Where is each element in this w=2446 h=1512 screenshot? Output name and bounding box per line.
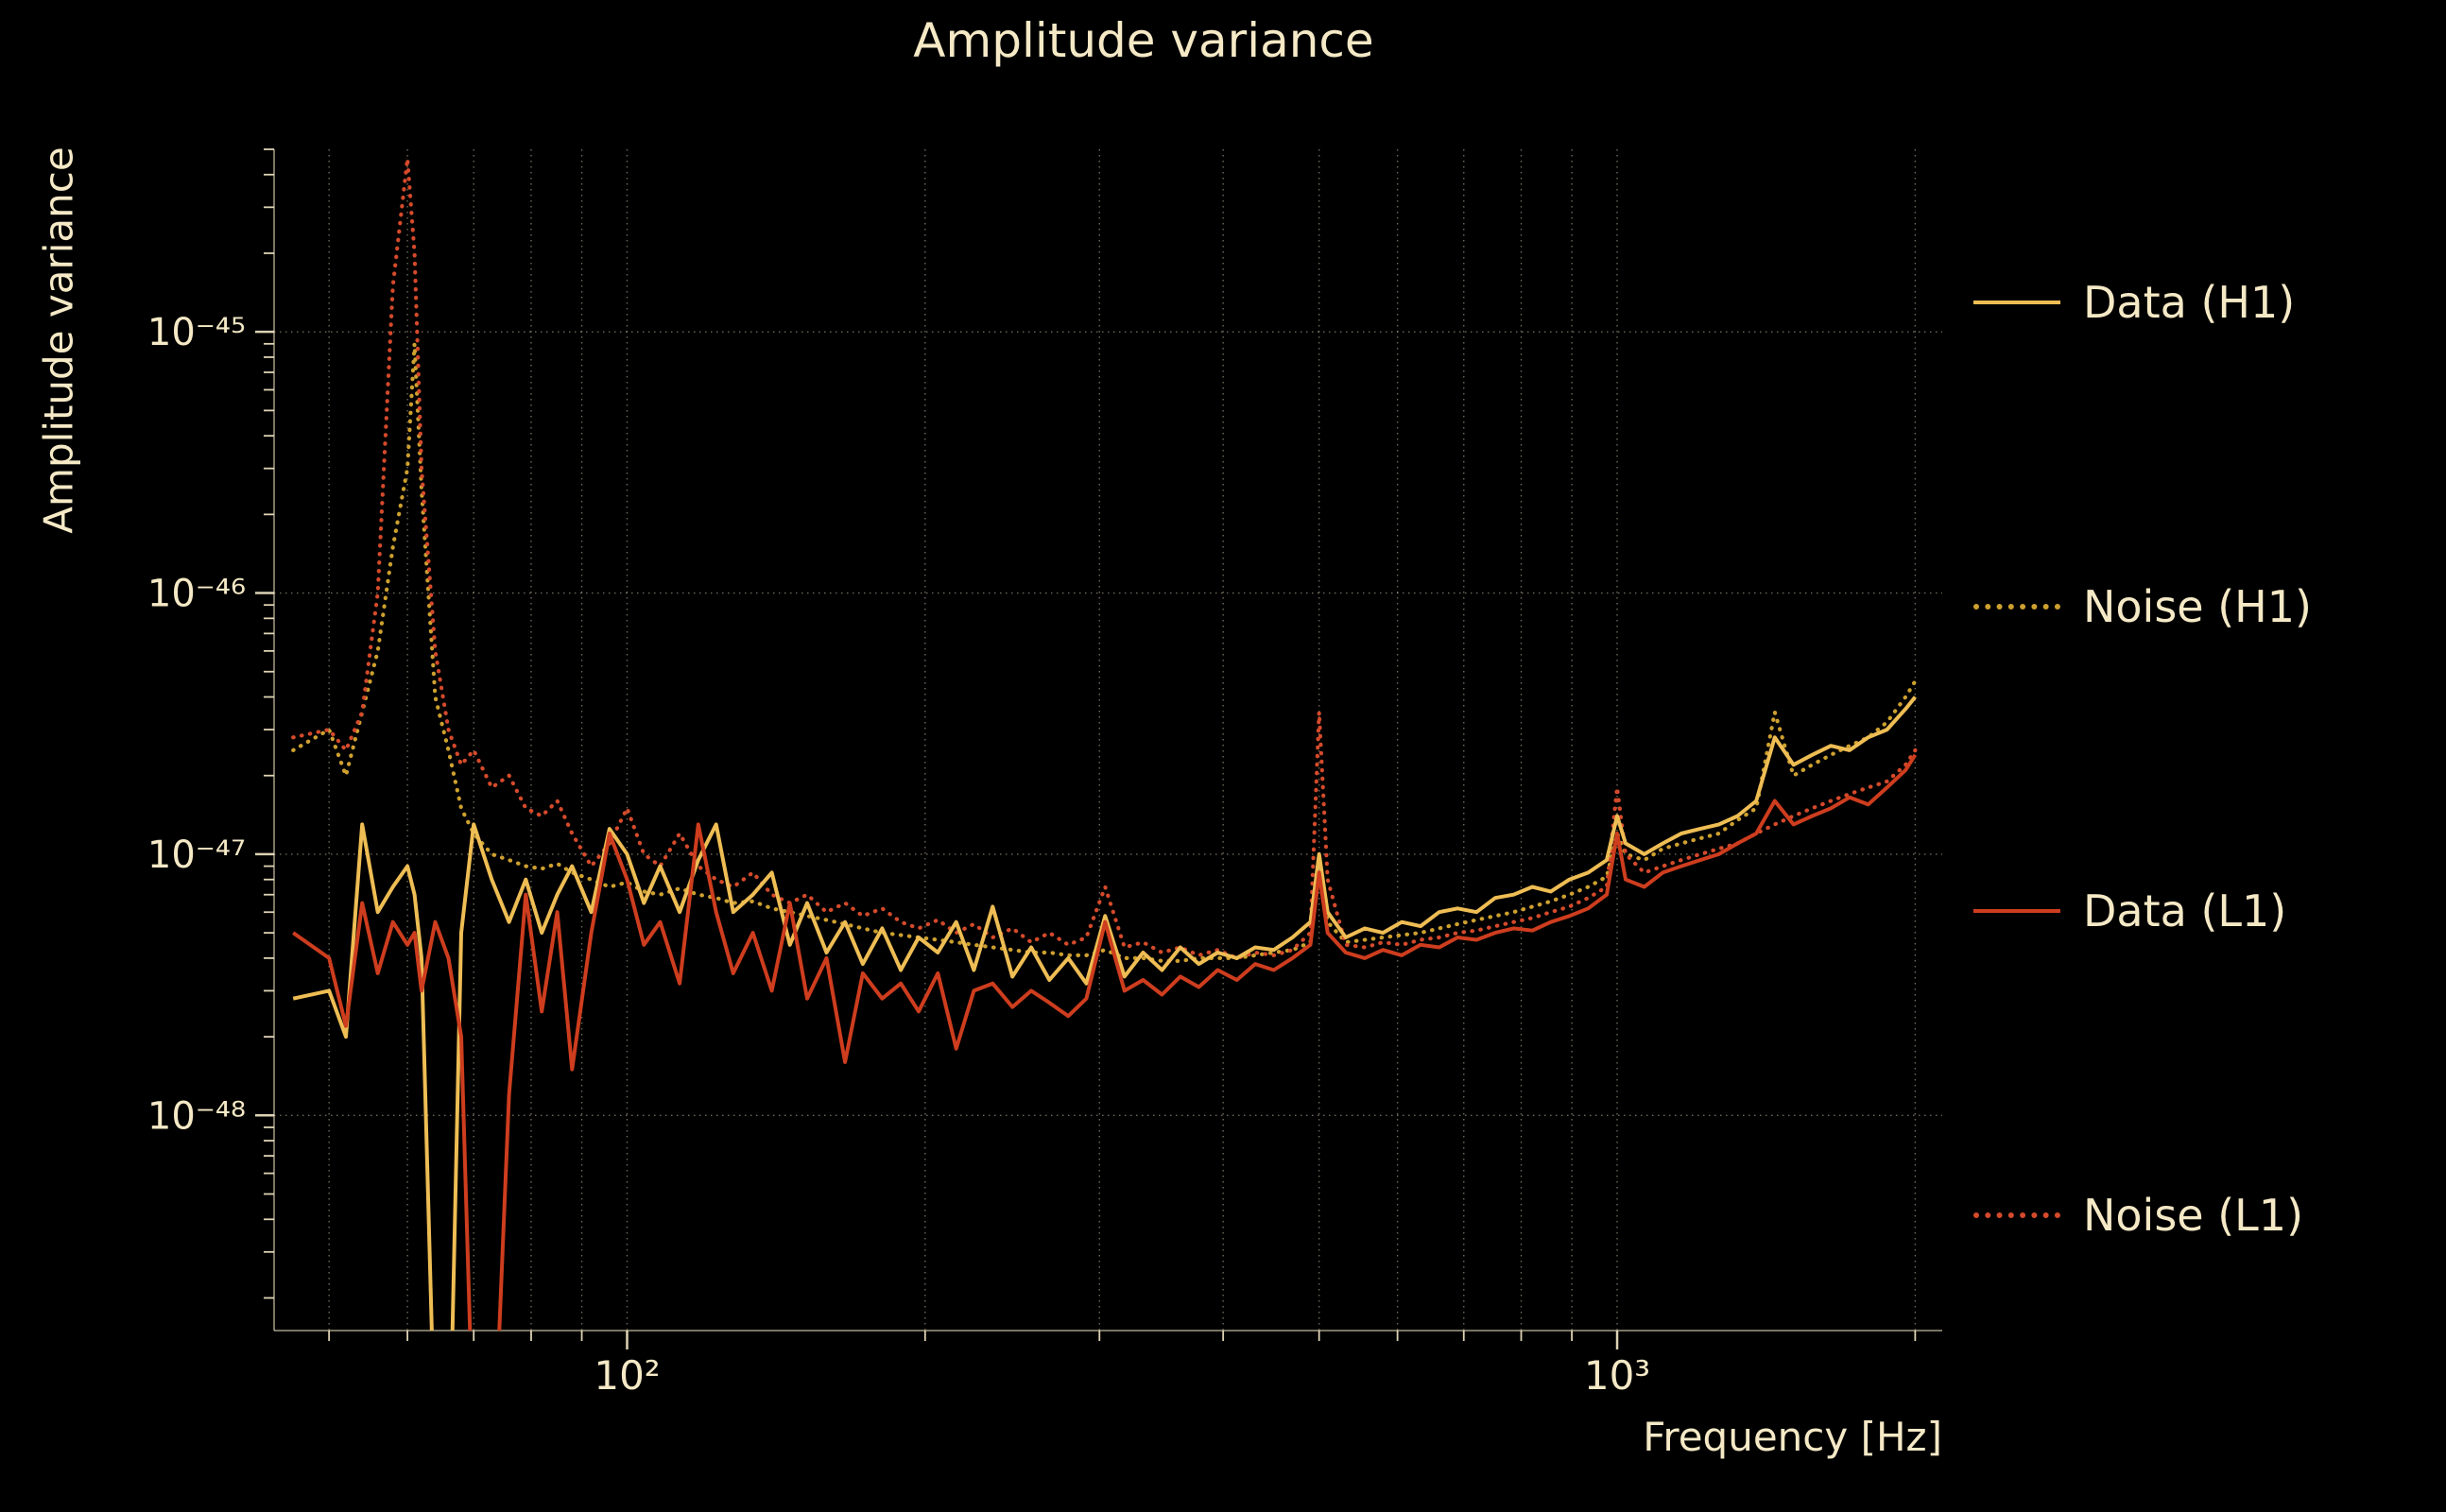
legend-item-noise-h1: Noise (H1)	[1973, 580, 2312, 633]
legend-item-data-l1: Data (L1)	[1973, 885, 2286, 937]
legend-line-sample-data-l1	[1973, 909, 2060, 913]
x-axis-label: Frequency [Hz]	[1643, 1414, 1942, 1460]
svg-text:10⁻⁴⁶: 10⁻⁴⁶	[147, 573, 246, 616]
legend-label-data-h1: Data (H1)	[2083, 277, 2296, 328]
legend-item-data-h1: Data (H1)	[1973, 276, 2295, 329]
svg-text:10⁻⁴⁵: 10⁻⁴⁵	[147, 311, 246, 354]
legend-line-sample-data-h1	[1973, 301, 2060, 304]
svg-text:10⁻⁴⁷: 10⁻⁴⁷	[147, 833, 246, 877]
svg-text:10²: 10²	[594, 1352, 660, 1399]
legend-item-noise-l1: Noise (L1)	[1973, 1189, 2303, 1242]
legend-line-sample-noise-l1	[1973, 1212, 2060, 1218]
svg-text:10³: 10³	[1584, 1352, 1650, 1399]
legend-label-data-l1: Data (L1)	[2083, 885, 2287, 936]
legend-label-noise-l1: Noise (L1)	[2083, 1190, 2304, 1241]
chart-title: Amplitude variance	[913, 13, 1374, 68]
svg-text:10⁻⁴⁸: 10⁻⁴⁸	[147, 1094, 246, 1138]
legend-line-sample-noise-h1	[1973, 604, 2060, 610]
legend-label-noise-h1: Noise (H1)	[2083, 581, 2312, 632]
